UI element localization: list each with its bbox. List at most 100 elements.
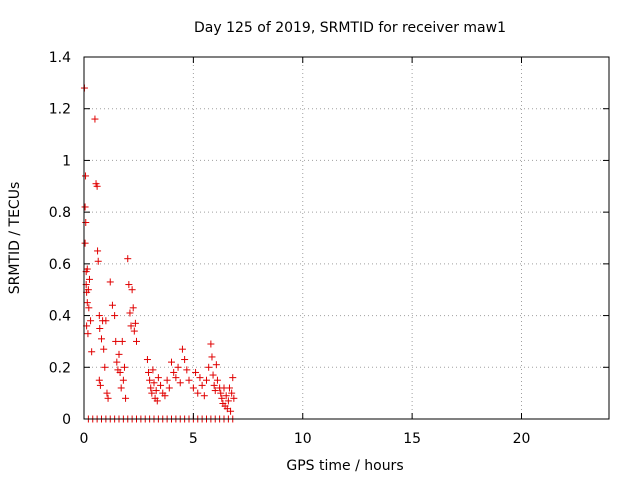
data-point (183, 366, 191, 374)
data-point (176, 379, 184, 387)
data-point (95, 312, 103, 320)
data-point (126, 309, 134, 317)
data-point (225, 384, 233, 392)
data-point (120, 363, 128, 371)
data-point (217, 389, 225, 397)
data-point (147, 384, 155, 392)
data-point (101, 363, 109, 371)
data-point (209, 371, 217, 379)
data-point (81, 203, 89, 211)
data-point (117, 384, 125, 392)
data-point (122, 394, 130, 402)
data-point (205, 363, 213, 371)
data-point (96, 381, 104, 389)
data-point (84, 286, 92, 294)
y-tick-label: 1.2 (49, 102, 71, 118)
data-point (128, 286, 136, 294)
data-point (96, 325, 104, 332)
data-point (85, 275, 93, 283)
data-point (129, 304, 137, 312)
y-tick-label: 0 (62, 412, 71, 428)
data-point (104, 394, 112, 402)
data-point (153, 397, 161, 405)
data-point (131, 319, 139, 327)
data-point (93, 182, 101, 190)
data-point (229, 374, 237, 382)
data-point (125, 281, 133, 289)
data-point (172, 374, 180, 382)
data-point (108, 301, 116, 309)
data-point (98, 335, 105, 343)
data-point (165, 384, 173, 392)
data-point (115, 350, 123, 358)
data-point (95, 376, 103, 384)
data-point (81, 239, 89, 247)
y-tick-label: 0.2 (49, 360, 71, 376)
data-point (222, 392, 230, 400)
y-tick-label: 1 (62, 153, 71, 169)
data-point (82, 218, 90, 226)
plot-frame (83, 56, 610, 420)
data-point (168, 358, 175, 366)
data-point (116, 368, 124, 376)
data-point (200, 392, 208, 400)
data-point (189, 384, 197, 392)
x-tick-label: 0 (80, 431, 89, 447)
data-point (218, 394, 226, 402)
data-point (203, 376, 210, 384)
data-point (133, 337, 140, 345)
data-point (174, 363, 182, 371)
data-point (152, 387, 160, 395)
data-point (87, 317, 95, 325)
data-point (192, 368, 200, 376)
data-point (185, 376, 193, 384)
data-point (196, 374, 204, 382)
data-point (100, 345, 108, 353)
data-point (213, 376, 221, 384)
data-point (143, 356, 151, 364)
y-axis-label: SRMTID / TECUs (7, 182, 23, 295)
x-tick-label: 20 (513, 431, 531, 447)
data-point (150, 379, 158, 387)
data-point (210, 381, 218, 389)
data-point (118, 337, 126, 345)
data-point (112, 337, 120, 345)
data-point (211, 387, 219, 395)
data-point (146, 376, 154, 384)
data-point (207, 340, 215, 348)
data-point (198, 381, 206, 389)
x-tick-label: 5 (189, 431, 198, 447)
grid-lines (84, 57, 609, 419)
data-point (119, 376, 127, 384)
data-point (111, 312, 119, 320)
data-point (83, 265, 91, 273)
data-point (88, 348, 96, 356)
data-point (178, 345, 186, 353)
data-point (127, 322, 135, 330)
y-tick-label: 0.8 (49, 205, 71, 221)
data-point (208, 353, 216, 361)
data-point (94, 257, 102, 265)
data-point (170, 368, 178, 376)
data-point (145, 368, 153, 376)
data-point (103, 389, 111, 397)
data-point (212, 361, 220, 369)
data-point (124, 255, 132, 263)
data-point (161, 392, 169, 400)
data-point (194, 389, 202, 397)
data-points (80, 84, 238, 423)
data-point (113, 358, 121, 366)
data-point (224, 397, 232, 405)
data-point (130, 327, 138, 335)
data-point (85, 304, 93, 312)
y-tick-label: 0.4 (49, 309, 71, 325)
data-point (148, 389, 156, 397)
data-point (181, 356, 189, 364)
data-point (149, 366, 157, 374)
x-axis-label: GPS time / hours (286, 458, 403, 474)
data-point (230, 394, 238, 402)
data-point (106, 278, 114, 286)
y-tick-label: 0.6 (49, 257, 71, 273)
data-point (157, 381, 165, 389)
